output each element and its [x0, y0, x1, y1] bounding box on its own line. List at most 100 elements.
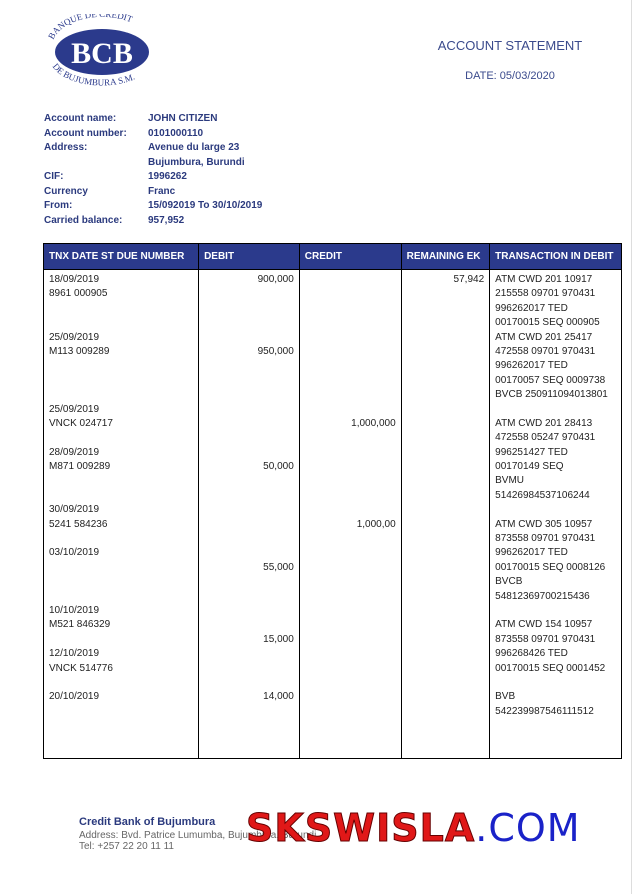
cell-line: 55,000	[263, 561, 294, 573]
cell-line	[204, 647, 294, 661]
cell-line: 03/10/2019	[49, 547, 100, 559]
cell-line	[204, 446, 294, 460]
cell-line	[204, 331, 294, 345]
cell-line	[204, 503, 294, 517]
cell-line	[49, 590, 193, 604]
cell-line	[204, 287, 294, 301]
cell-line	[204, 662, 294, 676]
cell-line	[49, 431, 193, 445]
bcb-logo: BCB BANQUE DE CREDIT DE BUJUMBURA S.M.	[46, 14, 149, 86]
cell-line	[204, 403, 294, 417]
cell-line	[204, 575, 294, 589]
cell-line	[305, 374, 396, 388]
account-value: 957,952	[148, 214, 185, 226]
cell-line	[204, 431, 294, 445]
cell-line: 00170015 SEQ 000905	[495, 317, 600, 329]
cell-line	[49, 302, 193, 316]
account-label: Carried balance:	[44, 214, 123, 226]
cell-line: 996268426 TED	[495, 648, 568, 660]
cell-line	[49, 316, 193, 330]
cell-line: 873558 09701 970431	[495, 533, 596, 545]
cell-line: BVCB 250911094013801	[495, 389, 608, 401]
cell-line	[305, 345, 396, 359]
account-row: Account name: JOHN CITIZEN	[44, 112, 262, 127]
cell-line	[49, 374, 193, 388]
cell-line: 00170015 SEQ 0008126	[495, 561, 606, 573]
footer-address: Address: Bvd. Patrice Lumumba, Bujumbura…	[79, 830, 317, 841]
table-column-cell: 57,942	[400, 269, 491, 759]
cell-line	[204, 474, 294, 488]
cell-line: ATM CWD 201 28413	[495, 417, 593, 429]
cell-line	[49, 633, 193, 647]
cell-line: 18/09/2019	[49, 274, 100, 285]
cell-line	[305, 359, 396, 373]
column-header: CREDIT	[298, 243, 402, 270]
cell-line: M521 846329	[49, 619, 111, 631]
cell-line: 25/09/2019	[49, 331, 100, 343]
cell-line	[49, 676, 193, 690]
account-value: JOHN CITIZEN	[148, 113, 218, 124]
cell-line: 30/09/2019	[49, 504, 100, 516]
cell-line: 8961 000905	[49, 288, 108, 300]
account-row: Currency Franc	[44, 185, 262, 200]
cell-line	[495, 604, 616, 618]
column-header: DEBIT	[198, 243, 300, 270]
cell-line	[204, 676, 294, 690]
cell-line	[305, 431, 396, 445]
cell-line: M113 009289	[49, 345, 110, 357]
cell-line: BVCB	[495, 576, 523, 588]
cell-line: 1,000,00	[356, 518, 396, 530]
cell-line	[49, 489, 193, 503]
cell-line: 542239987546111512	[495, 705, 594, 717]
cell-line: 15,000	[263, 633, 294, 645]
cell-line	[204, 489, 294, 503]
cell-line	[495, 403, 616, 417]
cell-line: 5241 584236	[49, 518, 108, 530]
account-label: Account number:	[44, 127, 127, 139]
cell-line: 14,000	[263, 691, 294, 703]
cell-line	[204, 302, 294, 316]
cell-line	[204, 374, 294, 388]
cell-line: 996262017 TED	[495, 547, 568, 559]
cell-line: VNCK 024717	[49, 417, 113, 429]
account-value: 1996262	[148, 171, 187, 182]
account-label: From:	[44, 200, 73, 211]
cell-line	[305, 474, 396, 488]
cell-line: 00170149 SEQ	[495, 461, 564, 473]
svg-text:BCB: BCB	[71, 37, 133, 70]
cell-line: 472558 09701 970431	[495, 345, 596, 357]
account-row: From: 15/092019 To 30/10/2019	[44, 199, 262, 214]
cell-line: ATM CWD 201 10917	[495, 274, 593, 285]
column-header: TRANSACTION IN DEBIT	[489, 243, 622, 270]
account-value: 0101000110	[148, 127, 204, 139]
cell-line: 20/10/2019	[49, 691, 100, 703]
footer: Credit Bank of Bujumbura Address: Bvd. P…	[79, 816, 316, 852]
cell-line	[204, 618, 294, 632]
account-value: Bujumbura, Burundi	[148, 156, 245, 168]
cell-line: 28/09/2019	[49, 446, 100, 458]
cell-line	[49, 561, 193, 575]
cell-line: 873558 09701 970431	[495, 633, 596, 645]
cell-line	[49, 474, 193, 488]
cell-line	[49, 575, 193, 589]
account-label: Address:	[44, 142, 88, 153]
cell-line	[305, 446, 396, 460]
cell-line: 54812369700215436	[495, 590, 590, 602]
cell-line	[305, 489, 396, 503]
cell-line: 12/10/2019	[49, 648, 100, 660]
document-title: ACCOUNT STATEMENT	[437, 38, 583, 53]
cell-line	[305, 403, 396, 417]
cell-line: 950,000	[257, 345, 294, 357]
cell-line	[305, 331, 396, 345]
cell-line: ATM CWD 305 10957	[495, 518, 593, 530]
cell-line	[204, 546, 294, 560]
cell-line	[204, 316, 294, 330]
cell-line	[305, 287, 396, 301]
footer-tel: Tel: +257 22 20 11 11	[79, 841, 174, 852]
account-value: Avenue du large 23	[148, 142, 240, 153]
cell-line: BVB	[495, 691, 516, 703]
cell-line	[49, 532, 193, 546]
account-label: Account name:	[44, 113, 117, 124]
cell-line: 996251427 TED	[495, 446, 568, 458]
